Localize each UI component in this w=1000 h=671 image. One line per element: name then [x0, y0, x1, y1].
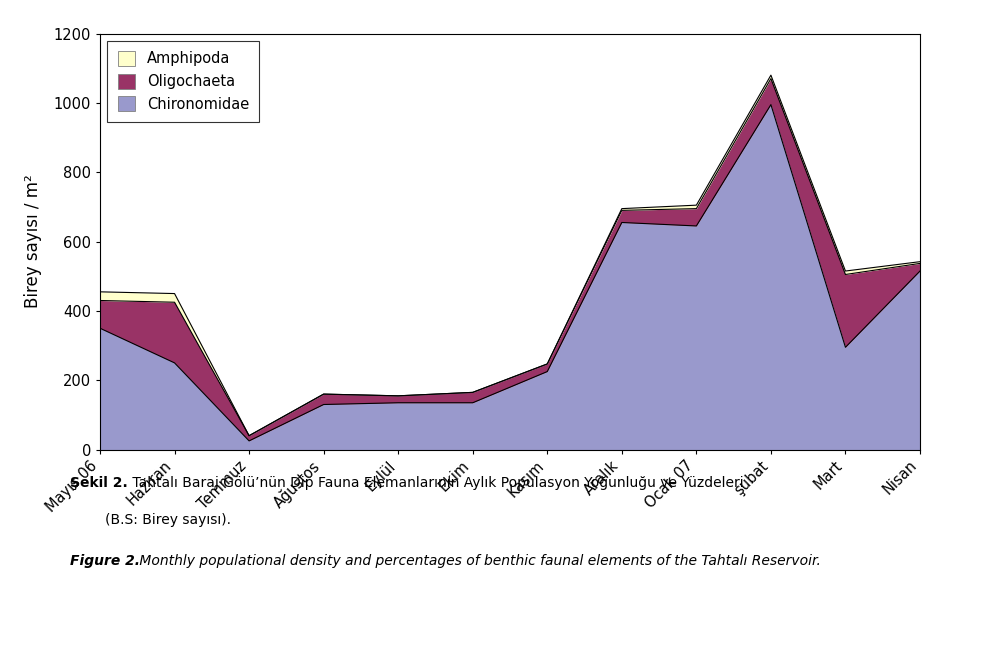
Text: Şekil 2.: Şekil 2.	[70, 476, 128, 491]
Text: (B.S: Birey sayısı).: (B.S: Birey sayısı).	[70, 513, 231, 527]
Text: Figure 2.: Figure 2.	[70, 554, 140, 568]
Text: Tahtalı Baraj Gölü’nün Dip Fauna Elemanlarının Aylık Populasyon Yoğunluğu ve Yüz: Tahtalı Baraj Gölü’nün Dip Fauna Elemanl…	[128, 476, 744, 491]
Text: Monthly populational density and percentages of benthic faunal elements of the T: Monthly populational density and percent…	[135, 554, 821, 568]
Legend: Amphipoda, Oligochaeta, Chironomidae: Amphipoda, Oligochaeta, Chironomidae	[107, 41, 259, 122]
Y-axis label: Birey sayısı / m²: Birey sayısı / m²	[24, 174, 42, 309]
